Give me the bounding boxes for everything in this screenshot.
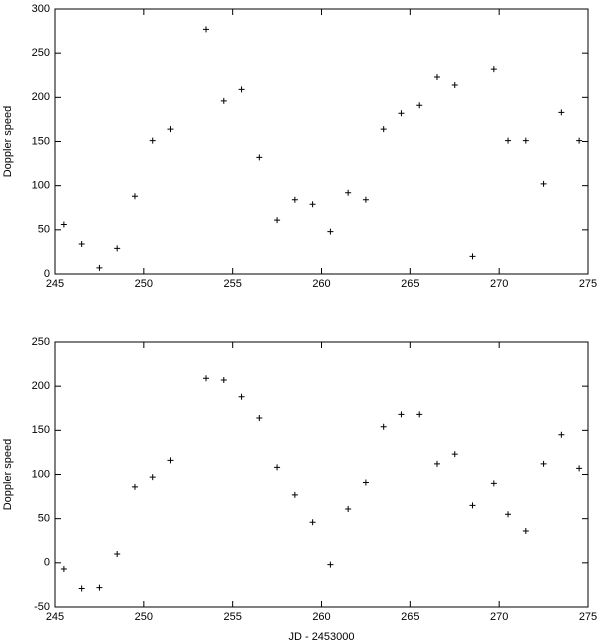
point	[220, 97, 227, 104]
point	[131, 483, 138, 490]
x-tick-label: 270	[490, 611, 508, 623]
point	[274, 217, 281, 224]
point	[576, 465, 583, 472]
point	[114, 245, 121, 252]
point	[540, 460, 547, 467]
y-tick-label: 150	[32, 424, 50, 436]
point	[362, 479, 369, 486]
point	[149, 474, 156, 481]
point	[576, 137, 583, 144]
point	[238, 86, 245, 93]
point	[78, 240, 85, 247]
point	[256, 154, 263, 161]
y-tick-label: 250	[32, 336, 50, 348]
point	[220, 376, 227, 383]
point	[309, 201, 316, 208]
x-tick-label: 265	[401, 611, 419, 623]
point	[433, 460, 440, 467]
point	[398, 110, 405, 117]
plot-frame	[54, 341, 589, 608]
point	[380, 126, 387, 133]
y-tick-label: 50	[38, 224, 50, 236]
y-axis-label: Doppler speed	[2, 106, 14, 178]
point	[203, 26, 210, 33]
point	[96, 584, 103, 591]
y-tick-label: 200	[32, 380, 50, 392]
point	[362, 196, 369, 203]
x-tick-label: 265	[401, 278, 419, 290]
point	[167, 126, 174, 133]
x-tick-label: 275	[579, 611, 597, 623]
point	[505, 511, 512, 518]
x-tick-label: 255	[223, 278, 241, 290]
point	[203, 375, 210, 382]
x-tick-label: 260	[312, 278, 330, 290]
point	[469, 502, 476, 509]
y-axis-label: Doppler speed	[2, 439, 14, 511]
x-tick-label: 245	[46, 278, 64, 290]
point	[469, 253, 476, 260]
y-tick-label: 0	[44, 557, 50, 569]
point	[451, 451, 458, 458]
y-tick-label: 250	[32, 47, 50, 59]
point	[490, 480, 497, 487]
point	[149, 137, 156, 144]
point	[522, 528, 529, 535]
point	[522, 137, 529, 144]
point	[505, 137, 512, 144]
point	[309, 519, 316, 526]
point	[327, 228, 334, 235]
x-tick-label: 270	[490, 278, 508, 290]
point	[416, 411, 423, 418]
point	[345, 505, 352, 512]
point	[327, 561, 334, 568]
point	[291, 491, 298, 498]
point	[291, 196, 298, 203]
x-tick-label: 275	[579, 278, 597, 290]
y-tick-label: 50	[38, 513, 50, 525]
point	[114, 551, 121, 557]
point	[490, 66, 497, 73]
point	[540, 180, 547, 187]
point	[96, 264, 103, 271]
x-tick-label: 260	[312, 611, 330, 623]
point	[131, 193, 138, 200]
x-tick-label: 250	[135, 611, 153, 623]
x-tick-label: 245	[46, 611, 64, 623]
point	[451, 81, 458, 88]
point	[238, 393, 245, 400]
y-tick-label: 100	[32, 468, 50, 480]
y-tick-label: 0	[44, 268, 50, 280]
y-tick-label: 100	[32, 180, 50, 192]
x-tick-label: 255	[223, 611, 241, 623]
y-tick-label: -50	[34, 601, 50, 613]
point	[558, 431, 565, 438]
point	[433, 74, 440, 81]
point	[274, 464, 281, 471]
y-tick-label: 300	[32, 3, 50, 15]
point	[380, 423, 387, 430]
x-axis-label: JD - 2453000	[288, 631, 354, 643]
point	[416, 102, 423, 109]
point	[256, 414, 263, 421]
point	[398, 411, 405, 418]
point	[60, 221, 67, 228]
point	[167, 457, 174, 464]
point	[558, 109, 565, 116]
y-tick-label: 150	[32, 135, 50, 147]
point	[345, 189, 352, 196]
y-tick-label: 200	[32, 91, 50, 103]
point	[78, 585, 85, 592]
x-tick-label: 250	[135, 278, 153, 290]
point	[60, 566, 67, 573]
